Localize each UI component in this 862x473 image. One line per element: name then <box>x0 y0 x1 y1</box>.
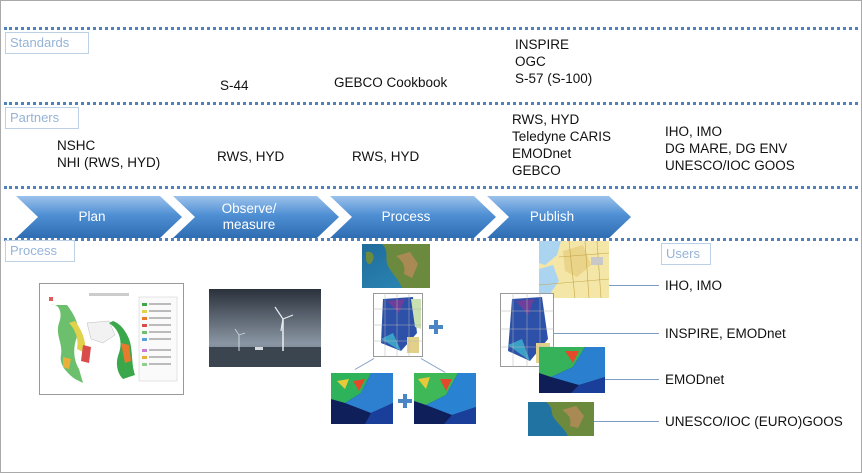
bathymetry-grid-image <box>331 373 393 424</box>
connector-line <box>420 358 446 373</box>
chevron-arrow-shape <box>487 196 631 238</box>
standards-row-tag: Standards <box>5 32 89 54</box>
survey-plan-map-image <box>39 283 184 395</box>
step-label: Plan <box>78 209 106 224</box>
partner-publish-item: Teledyne CARIS <box>512 129 612 144</box>
step-label: Publish <box>529 209 575 224</box>
standard-publish-item: S-57 (S-100) <box>515 71 593 86</box>
europe-bathymetry-map-image <box>362 244 430 288</box>
chevron-arrow-shape <box>173 196 339 238</box>
divider-partners-steps <box>4 186 858 189</box>
partner-users-item: IHO, IMO <box>665 124 722 139</box>
chevron-arrow-shape <box>16 196 182 238</box>
chevron-arrow-shape <box>330 196 496 238</box>
plus-icon <box>398 394 412 408</box>
partners-row-tag: Partners <box>5 107 79 129</box>
partner-plan-item: NHI (RWS, HYD) <box>57 155 161 170</box>
user-item: INSPIRE, EMODnet <box>665 326 786 341</box>
user-item: IHO, IMO <box>665 278 722 293</box>
standard-process: GEBCO Cookbook <box>334 75 448 90</box>
map-legend <box>138 296 178 382</box>
europe-bathymetry-map-image <box>528 402 594 436</box>
offshore-wind-photo <box>209 289 321 367</box>
partner-publish-item: RWS, HYD <box>512 112 580 127</box>
partners-publish-list: RWS, HYD Teledyne CARIS EMODnet GEBCO <box>512 111 611 179</box>
bathymetry-grid-image <box>414 373 476 424</box>
partners-users-list: IHO, IMO DG MARE, DG ENV UNESCO/IOC GOOS <box>665 123 795 174</box>
step-label: Observe/ measure <box>221 201 277 232</box>
north-sea-grid-map-image <box>373 293 423 357</box>
process-row-tag: Process <box>5 240 75 262</box>
standards-publish-list: INSPIRE OGC S-57 (S-100) <box>515 36 592 87</box>
leader-line <box>605 379 659 380</box>
users-row-tag: Users <box>661 243 711 265</box>
step-chevron-process: Process <box>330 196 496 238</box>
partner-publish-item: EMODnet <box>512 146 572 161</box>
step-chevron-plan: Plan <box>16 196 182 238</box>
partner-users-item: DG MARE, DG ENV <box>665 141 788 156</box>
leader-line <box>554 333 659 334</box>
connector-line <box>354 358 375 370</box>
step-chevron-observe: Observe/ measure <box>173 196 339 238</box>
user-item: EMODnet <box>665 372 725 387</box>
plus-icon <box>429 320 443 334</box>
bathymetry-grid-image <box>539 347 605 393</box>
divider-steps-process <box>4 238 858 241</box>
user-item: UNESCO/IOC (EURO)GOOS <box>665 414 843 429</box>
nautical-chart-image <box>539 241 609 298</box>
standard-publish-item: OGC <box>515 54 546 69</box>
partner-plan-item: NSHC <box>57 138 96 153</box>
leader-line <box>609 285 659 286</box>
divider-standards-partners <box>4 102 858 105</box>
divider-top <box>4 27 858 30</box>
leader-line <box>594 421 659 422</box>
standard-observe: S-44 <box>220 78 249 93</box>
step-chevron-publish: Publish <box>487 196 631 238</box>
standard-publish-item: INSPIRE <box>515 37 570 52</box>
partners-plan-list: NSHC NHI (RWS, HYD) <box>57 137 160 171</box>
step-label: Process <box>381 209 431 224</box>
partner-observe: RWS, HYD <box>217 149 285 164</box>
partner-publish-item: GEBCO <box>512 163 561 178</box>
partner-process: RWS, HYD <box>352 149 420 164</box>
partner-users-item: UNESCO/IOC GOOS <box>665 158 795 173</box>
